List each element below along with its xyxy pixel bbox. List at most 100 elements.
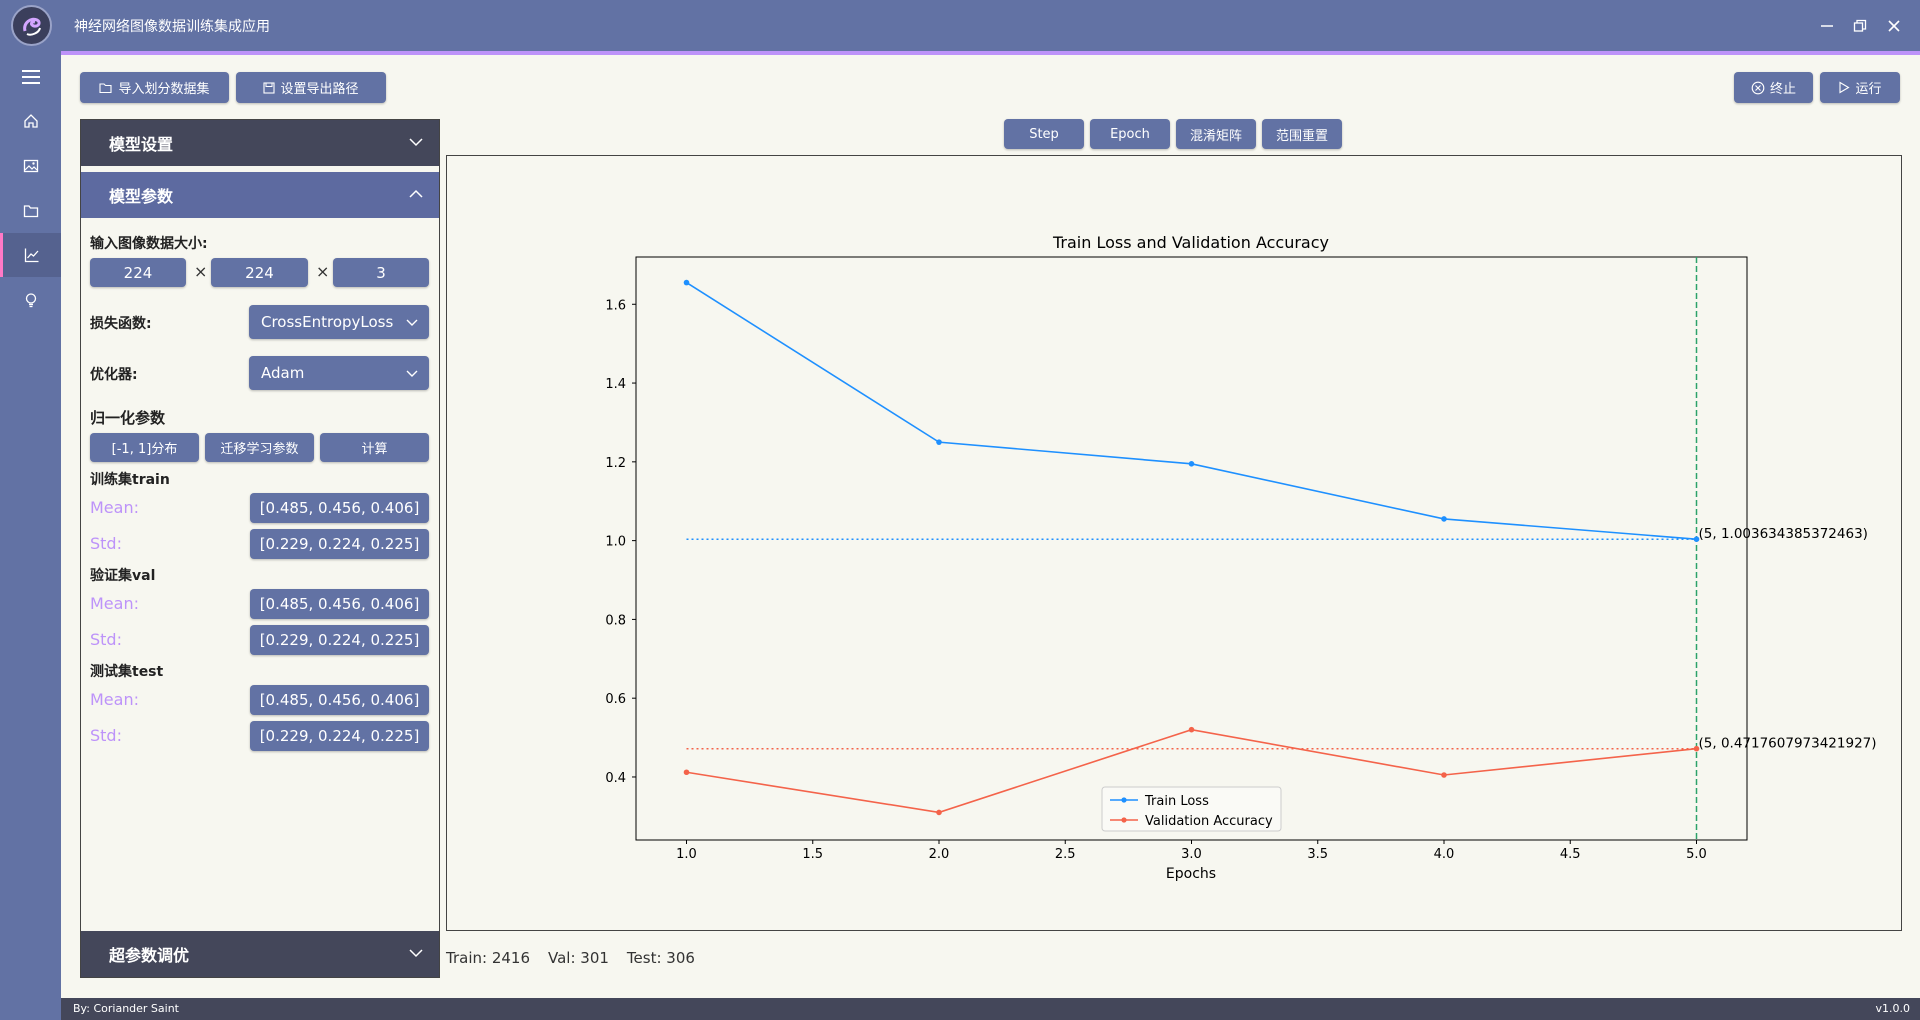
stop-label: 终止 — [1769, 82, 1796, 97]
app-title: 神经网络图像数据训练集成应用 — [74, 19, 270, 35]
test-mean-label: Mean: — [90, 690, 139, 709]
y-tick-label: 1.2 — [605, 456, 626, 471]
x-tick-label: 3.0 — [1181, 847, 1202, 862]
input-width-field[interactable]: 224 — [90, 258, 186, 287]
test-std-label: Std: — [90, 726, 122, 745]
menu-icon[interactable] — [0, 55, 61, 99]
val-accuracy-point — [936, 809, 942, 816]
hyperparams-header[interactable]: 超参数调优 — [81, 931, 439, 977]
input-height-field[interactable]: 224 — [211, 258, 308, 287]
tab-confusion-matrix[interactable]: 混淆矩阵 — [1176, 119, 1256, 149]
val-count: Val: 301 — [548, 949, 609, 967]
legend-train-label: Train Loss — [1144, 794, 1209, 809]
chevron-down-icon — [409, 138, 423, 147]
model-params-header[interactable]: 模型参数 — [81, 172, 439, 218]
test-mean-field[interactable]: [0.485, 0.456, 0.406] — [250, 685, 429, 715]
train-loss-point — [1188, 461, 1195, 467]
chevron-up-icon — [409, 189, 423, 198]
model-settings-title: 模型设置 — [109, 135, 174, 154]
folder-open-icon — [99, 82, 113, 93]
tab-step[interactable]: Step — [1004, 119, 1084, 149]
export-path-label: 设置导出路径 — [280, 82, 359, 97]
val-set-title: 验证集val — [90, 568, 156, 584]
version-label: v1.0.0 — [1875, 1002, 1911, 1015]
chart-legend: Train Loss Validation Accuracy — [1101, 786, 1282, 832]
loss-accuracy-chart[interactable]: Train Loss and Validation Accuracy 1.0 1.… — [447, 156, 1901, 930]
chart-frame: Train Loss and Validation Accuracy 1.0 1.… — [446, 155, 1902, 931]
title-accent-bar — [60, 51, 1920, 55]
stop-button[interactable]: 终止 — [1734, 72, 1813, 103]
times-sign: × — [194, 262, 208, 281]
chevron-down-icon — [409, 949, 423, 958]
train-loss-line — [686, 281, 1697, 540]
app-logo-icon — [11, 5, 52, 46]
dataset-stats: Train: 2416 Val: 301 Test: 306 — [446, 949, 695, 967]
restore-icon[interactable] — [1848, 14, 1872, 38]
home-icon[interactable] — [0, 99, 61, 143]
side-nav — [0, 51, 61, 1020]
norm-minus1-1-button[interactable]: [-1, 1]分布 — [90, 433, 199, 462]
status-bar: By: Coriander Saint v1.0.0 — [61, 998, 1920, 1020]
x-tick-label: 4.0 — [1434, 847, 1455, 862]
test-set-title: 测试集test — [90, 664, 164, 680]
test-count: Test: 306 — [626, 949, 695, 967]
input-size-label: 输入图像数据大小: — [90, 236, 208, 252]
train-count: Train: 2416 — [446, 949, 530, 967]
model-params-title: 模型参数 — [109, 187, 174, 206]
minimize-icon[interactable] — [1815, 14, 1839, 38]
val-std-field[interactable]: [0.229, 0.224, 0.225] — [250, 625, 429, 655]
loss-function-value: CrossEntropyLoss — [261, 313, 394, 331]
x-tick-label: 2.5 — [1055, 847, 1076, 862]
x-tick-label: 3.5 — [1307, 847, 1328, 862]
input-channels-field[interactable]: 3 — [333, 258, 429, 287]
val-std-label: Std: — [90, 630, 122, 649]
val-accuracy-point — [1188, 726, 1195, 733]
folder-icon[interactable] — [0, 189, 61, 233]
x-tick-label: 4.5 — [1560, 847, 1581, 862]
x-axis-label: Epochs — [1166, 866, 1216, 882]
bulb-icon[interactable] — [0, 278, 61, 322]
test-std-field[interactable]: [0.229, 0.224, 0.225] — [250, 721, 429, 751]
train-loss-point — [683, 279, 690, 286]
train-std-label: Std: — [90, 534, 122, 553]
tab-epoch[interactable]: Epoch — [1090, 119, 1170, 149]
y-tick-label: 0.8 — [605, 613, 626, 628]
x-tick-label: 1.0 — [676, 847, 697, 862]
val-mean-field[interactable]: [0.485, 0.456, 0.406] — [250, 589, 429, 619]
val-mean-label: Mean: — [90, 594, 139, 613]
chevron-down-icon — [406, 370, 418, 377]
hyperparams-title: 超参数调优 — [109, 946, 190, 965]
stop-circle-icon — [1751, 81, 1765, 94]
y-tick-label: 0.6 — [605, 692, 626, 707]
train-mean-field[interactable]: [0.485, 0.456, 0.406] — [250, 493, 429, 523]
chart-icon[interactable] — [0, 233, 61, 277]
train-std-field[interactable]: [0.229, 0.224, 0.225] — [250, 529, 429, 559]
optimizer-select[interactable]: Adam — [249, 356, 429, 390]
x-tick-label: 2.0 — [929, 847, 950, 862]
y-tick-label: 1.6 — [605, 298, 626, 313]
run-button[interactable]: 运行 — [1820, 72, 1900, 103]
export-path-button[interactable]: 设置导出路径 — [236, 72, 386, 103]
loss-function-select[interactable]: CrossEntropyLoss — [249, 305, 429, 339]
y-tick-label: 0.4 — [605, 771, 626, 786]
title-bar: 神经网络图像数据训练集成应用 — [0, 0, 1920, 55]
chart-title: Train Loss and Validation Accuracy — [1052, 233, 1329, 252]
legend-train-marker — [1121, 797, 1127, 803]
legend-box — [1101, 786, 1282, 832]
close-icon[interactable] — [1882, 14, 1906, 38]
legend-val-label: Validation Accuracy — [1145, 814, 1273, 829]
train-loss-point — [936, 439, 942, 445]
normalization-label: 归一化参数 — [90, 409, 166, 427]
x-tick-label: 1.5 — [802, 847, 823, 862]
image-icon[interactable] — [0, 144, 61, 188]
legend-val-marker — [1121, 817, 1127, 823]
times-sign: × — [316, 262, 330, 281]
import-dataset-button[interactable]: 导入划分数据集 — [80, 72, 229, 103]
val-accuracy-point — [1441, 772, 1447, 778]
import-dataset-label: 导入划分数据集 — [118, 82, 210, 97]
norm-compute-button[interactable]: 计算 — [320, 433, 429, 462]
model-settings-header[interactable]: 模型设置 — [81, 120, 439, 166]
norm-transfer-button[interactable]: 迁移学习参数 — [205, 433, 314, 462]
reset-range-button[interactable]: 范围重置 — [1262, 119, 1342, 149]
y-tick-label: 1.0 — [605, 535, 626, 550]
